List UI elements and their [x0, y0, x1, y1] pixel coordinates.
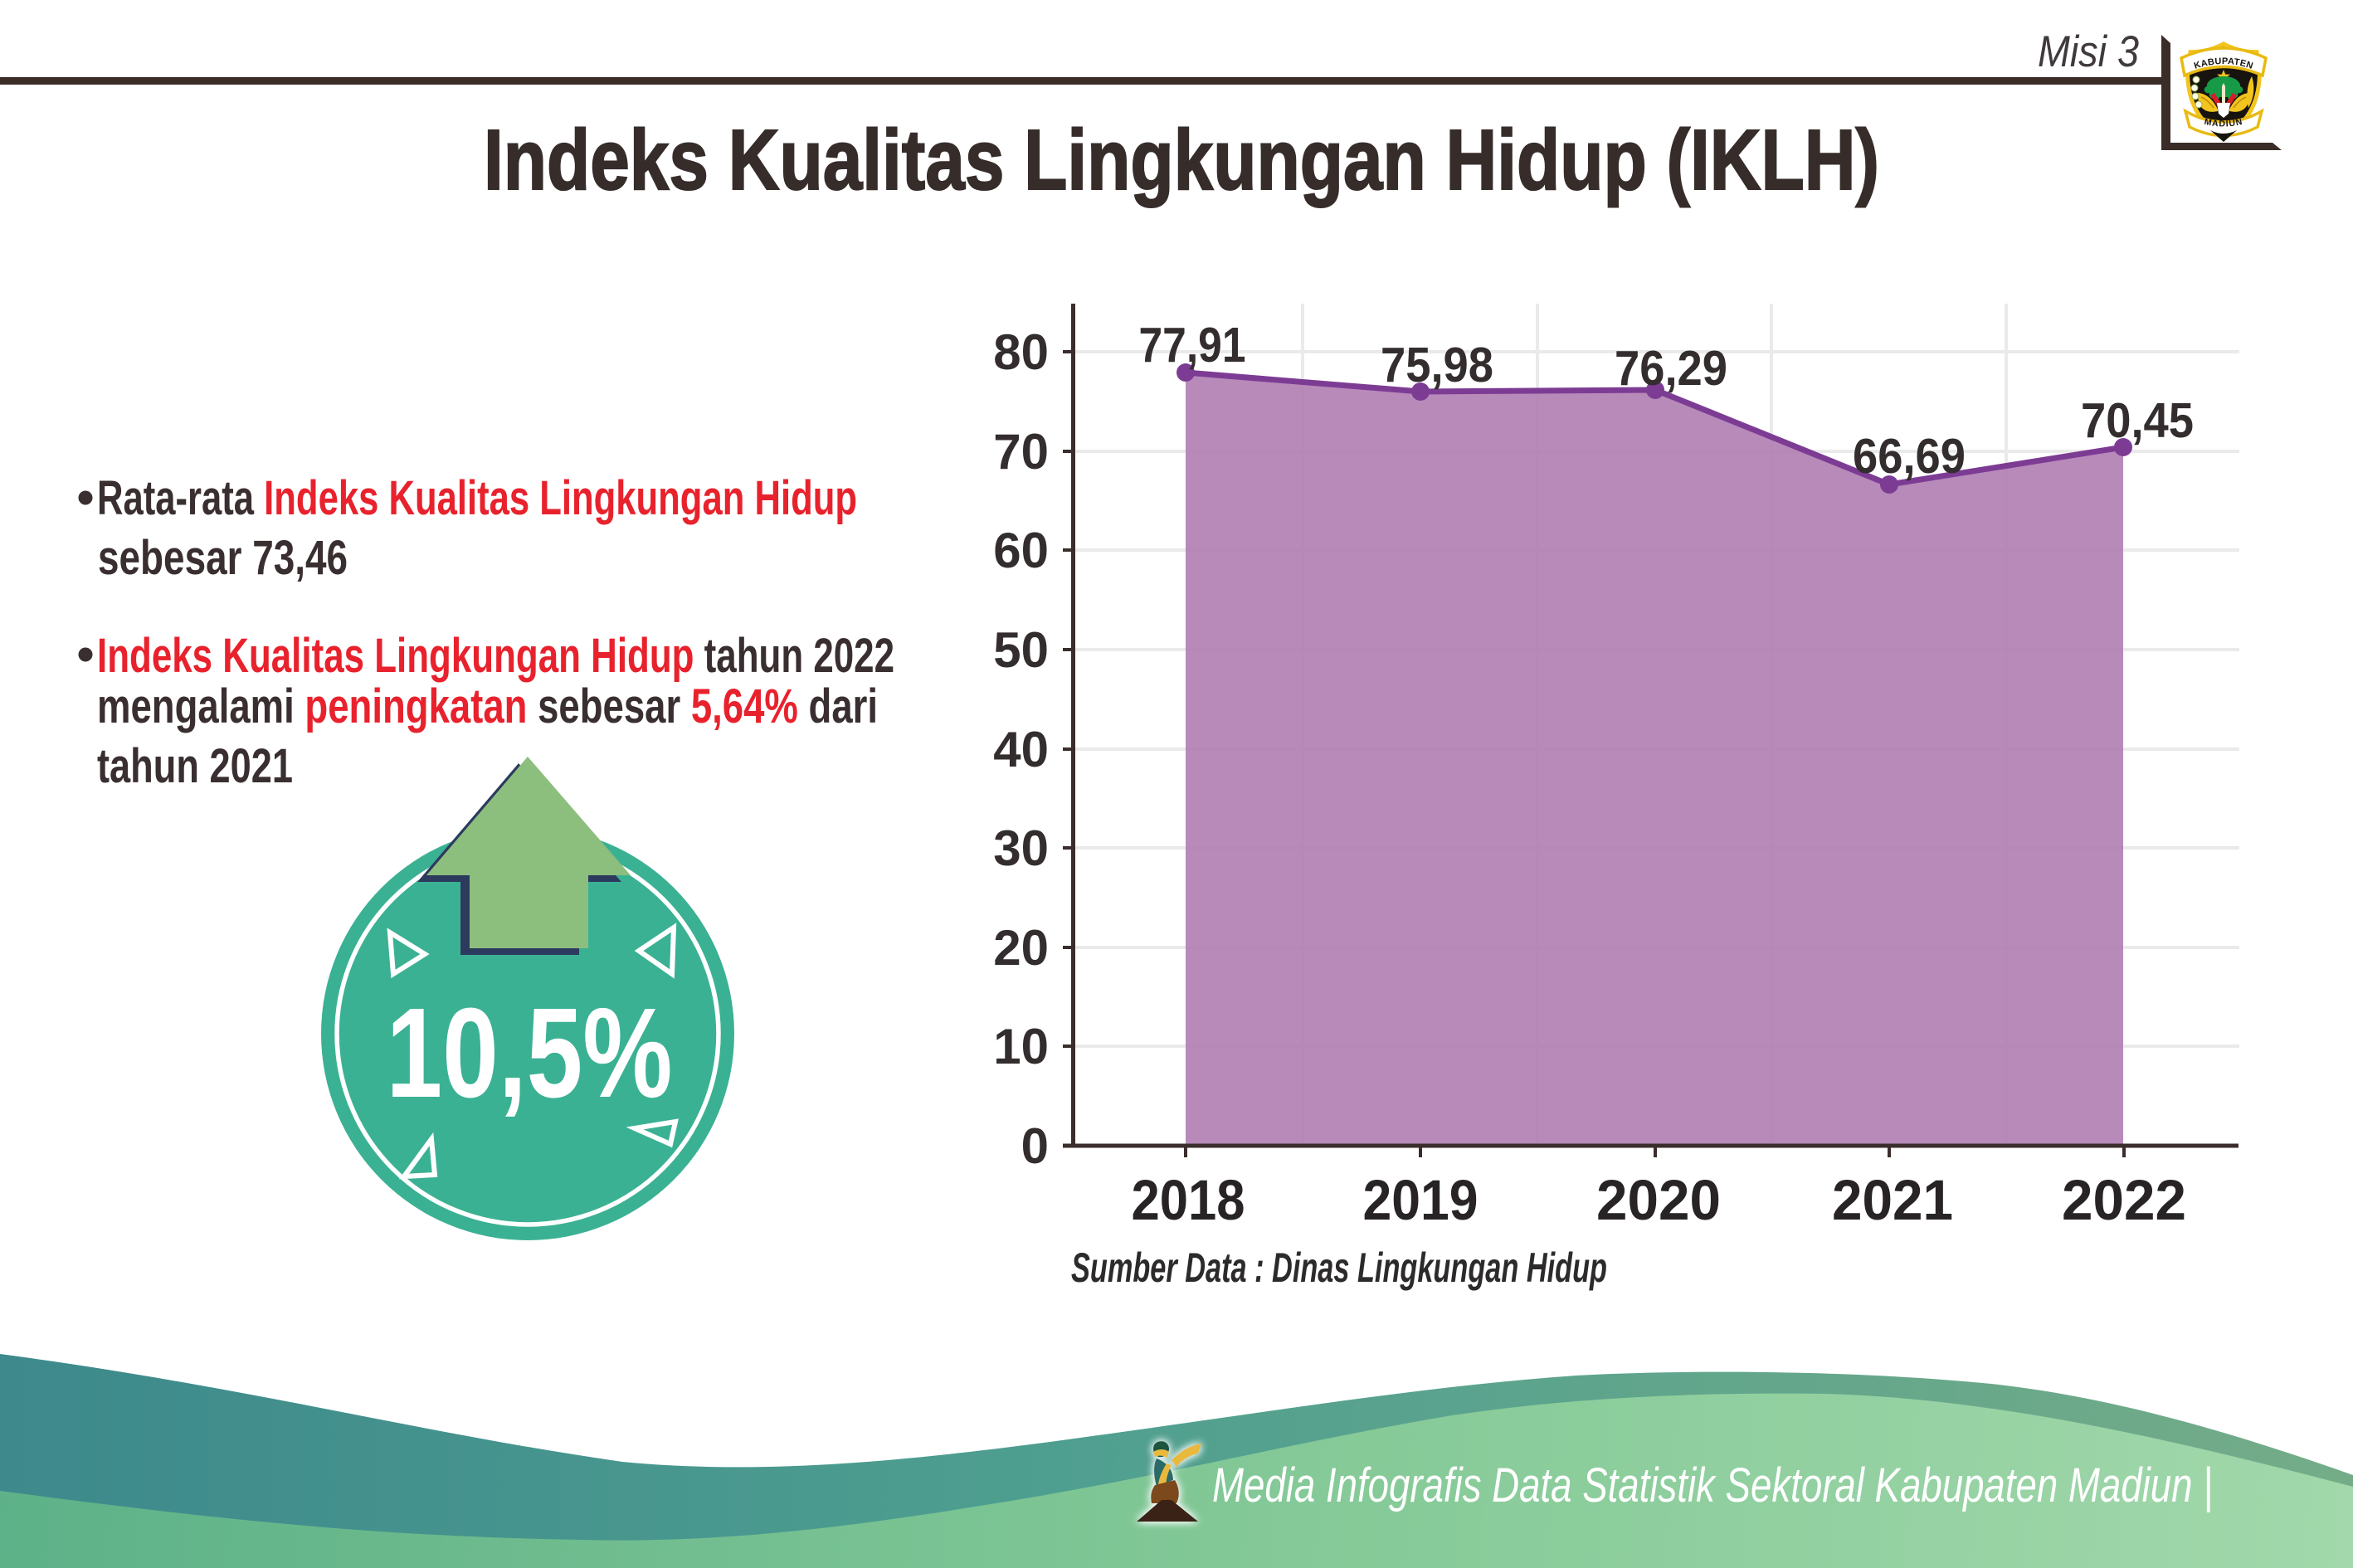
svg-text:sebesar 73,46: sebesar 73,46 [98, 531, 348, 585]
svg-text:mengalami peningkatan sebesar: mengalami peningkatan sebesar 5,64% dari [97, 679, 878, 733]
svg-text:tahun 2021: tahun 2021 [97, 739, 293, 793]
svg-text:80: 80 [993, 324, 1049, 380]
svg-text:Misi 3: Misi 3 [2038, 27, 2139, 76]
svg-text:75,98: 75,98 [1381, 338, 1493, 392]
svg-text:Sumber Data : Dinas Lingkungan: Sumber Data : Dinas Lingkungan Hidup [1071, 1244, 1607, 1291]
svg-text:MADIUN: MADIUN [2204, 117, 2244, 129]
svg-text:2019: 2019 [1363, 1168, 1479, 1232]
svg-text:60: 60 [993, 523, 1049, 578]
svg-text:2021: 2021 [1832, 1168, 1953, 1232]
svg-text:0: 0 [1021, 1118, 1049, 1174]
svg-text:10: 10 [993, 1019, 1049, 1074]
svg-text:2022: 2022 [2062, 1168, 2186, 1232]
svg-text:70,45: 70,45 [2081, 393, 2194, 448]
svg-text:Indeks Kualitas Lingkungan Hid: Indeks Kualitas Lingkungan Hidup tahun 2… [97, 629, 894, 683]
svg-text:70: 70 [993, 424, 1049, 480]
svg-text:KABUPATEN: KABUPATEN [2193, 56, 2254, 71]
svg-text:66,69: 66,69 [1853, 429, 1966, 484]
svg-text:Rata-rata Indeks Kualitas Ling: Rata-rata Indeks Kualitas Lingkungan Hid… [97, 471, 857, 525]
svg-text:20: 20 [993, 920, 1049, 976]
svg-text:Indeks Kualitas Lingkungan Hid: Indeks Kualitas Lingkungan Hidup (IKLH) [484, 112, 1879, 207]
svg-text:Media Infografis Data Statisti: Media Infografis Data Statistik Sektoral… [1212, 1458, 2213, 1512]
svg-text:30: 30 [993, 821, 1049, 876]
svg-text:2020: 2020 [1596, 1168, 1721, 1232]
svg-text:77,91: 77,91 [1139, 318, 1246, 373]
svg-text:2018: 2018 [1132, 1168, 1245, 1232]
svg-text:76,29: 76,29 [1615, 341, 1727, 396]
svg-text:50: 50 [993, 622, 1049, 678]
svg-text:40: 40 [993, 722, 1049, 777]
svg-text:10,5%: 10,5% [387, 981, 673, 1124]
